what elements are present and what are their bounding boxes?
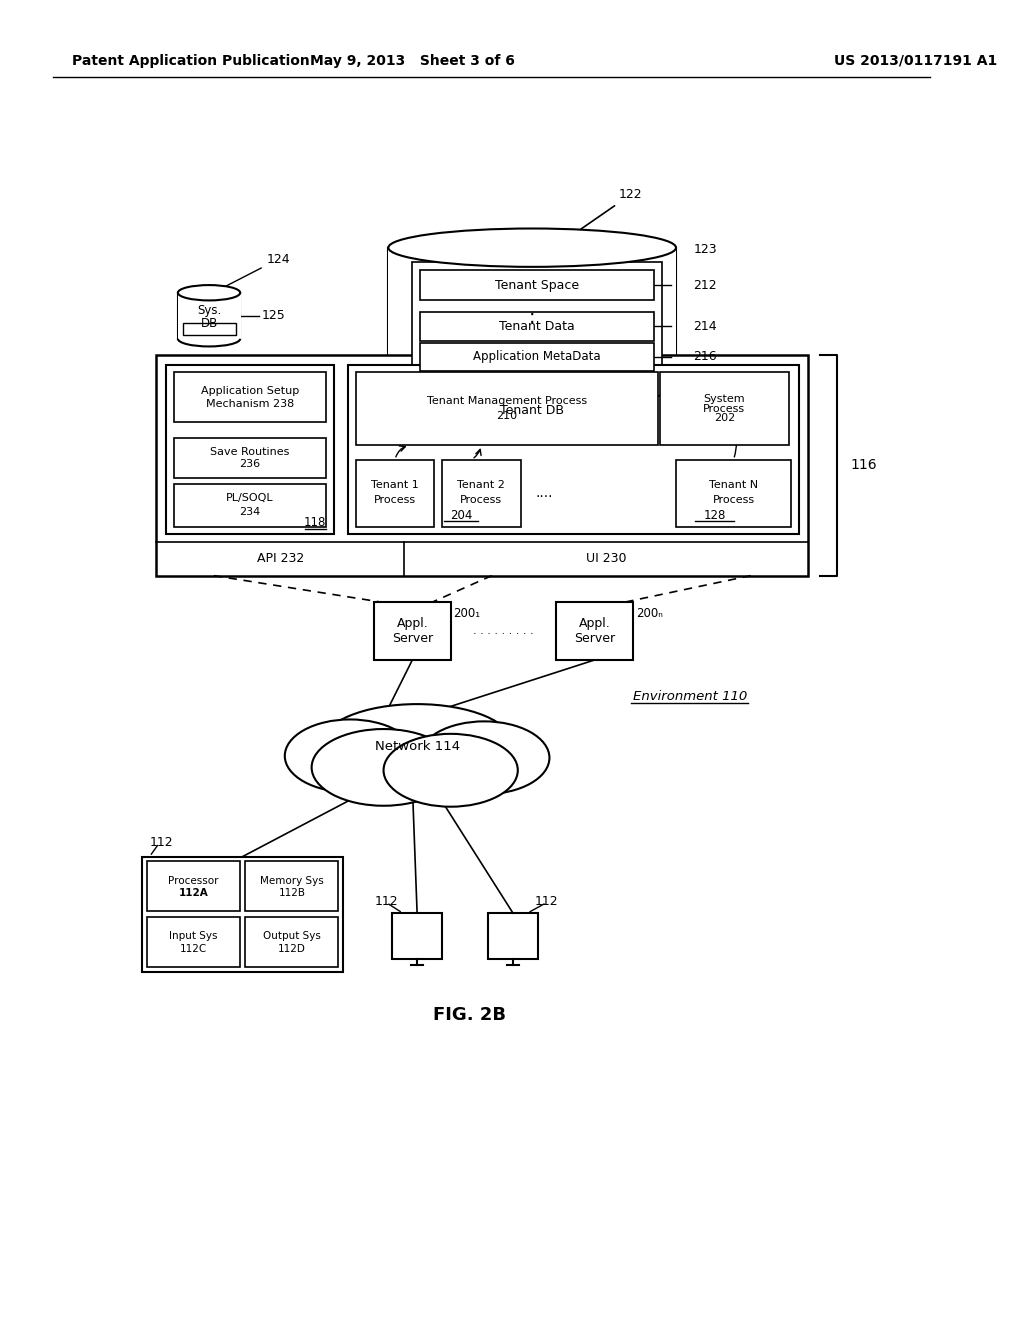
Text: Application MetaData: Application MetaData [473,351,601,363]
Text: UI 230: UI 230 [586,552,627,565]
Text: 112B: 112B [279,888,305,898]
Text: Patent Application Publication: Patent Application Publication [72,54,309,67]
Ellipse shape [311,729,456,805]
Text: Tenant N: Tenant N [709,480,758,491]
Ellipse shape [419,721,550,795]
Text: 204: 204 [450,508,472,521]
Text: 200₁: 200₁ [454,607,480,620]
FancyBboxPatch shape [420,269,654,301]
FancyBboxPatch shape [374,602,451,660]
Text: 116: 116 [851,458,878,473]
Text: Process: Process [461,495,503,504]
Text: Process: Process [703,404,745,413]
Ellipse shape [384,734,518,807]
FancyBboxPatch shape [146,917,240,966]
Ellipse shape [322,704,513,784]
FancyBboxPatch shape [348,364,799,535]
FancyBboxPatch shape [173,437,326,478]
FancyBboxPatch shape [420,343,654,371]
Text: 124: 124 [221,252,290,289]
Text: 236: 236 [240,459,260,470]
Text: Server: Server [573,632,615,645]
Text: 212: 212 [693,279,717,292]
Text: . . . . . . . . .: . . . . . . . . . [473,626,534,636]
Text: Tenant DB: Tenant DB [500,404,564,417]
FancyBboxPatch shape [420,312,654,341]
Text: 128: 128 [703,508,726,521]
FancyBboxPatch shape [183,323,236,335]
Text: Tenant 2: Tenant 2 [458,480,505,491]
Text: Sys.: Sys. [197,305,221,318]
Text: Appl.: Appl. [396,616,428,630]
Text: Tenant Space: Tenant Space [495,279,579,292]
Text: Tenant Management Process: Tenant Management Process [427,396,587,407]
Text: Network 114: Network 114 [375,739,460,752]
Text: 214: 214 [693,319,717,333]
FancyBboxPatch shape [556,602,633,660]
FancyBboxPatch shape [146,862,240,911]
Text: Input Sys: Input Sys [169,931,217,941]
Text: Environment 110: Environment 110 [633,690,748,704]
FancyBboxPatch shape [246,917,339,966]
Text: 118: 118 [304,516,326,529]
FancyBboxPatch shape [676,459,792,527]
Text: 122: 122 [563,189,642,242]
Text: ....: .... [536,486,553,500]
Text: FIG. 2B: FIG. 2B [433,1006,506,1024]
FancyBboxPatch shape [142,857,343,972]
FancyBboxPatch shape [157,355,808,576]
Text: 112: 112 [150,836,173,849]
Text: 202: 202 [714,413,735,424]
Text: Process: Process [713,495,755,504]
Text: :: : [529,308,536,327]
Text: 125: 125 [262,309,286,322]
Text: DB: DB [201,317,218,330]
FancyBboxPatch shape [388,248,676,387]
Text: Tenant Data: Tenant Data [499,319,574,333]
Text: Output Sys: Output Sys [263,931,321,941]
Text: 112: 112 [535,895,558,908]
Ellipse shape [285,719,415,792]
Text: 112: 112 [375,895,398,908]
Text: Processor: Processor [168,875,218,886]
Text: Mechanism 238: Mechanism 238 [206,399,294,409]
Text: 123: 123 [693,243,717,256]
Text: 112A: 112A [178,888,208,898]
FancyBboxPatch shape [413,263,662,378]
FancyBboxPatch shape [442,459,520,527]
FancyBboxPatch shape [166,364,334,535]
FancyBboxPatch shape [246,862,339,911]
FancyBboxPatch shape [178,293,241,339]
Text: Application Setup: Application Setup [201,385,299,396]
Text: Process: Process [374,495,416,504]
Text: Appl.: Appl. [579,616,610,630]
FancyBboxPatch shape [355,372,657,445]
Ellipse shape [178,285,241,301]
Text: PL/SOQL: PL/SOQL [226,494,273,503]
Text: 112D: 112D [279,944,306,953]
Text: Memory Sys: Memory Sys [260,875,324,886]
FancyBboxPatch shape [488,913,538,960]
FancyBboxPatch shape [173,372,326,422]
Text: Save Routines: Save Routines [210,447,290,457]
Text: System: System [703,395,745,404]
FancyBboxPatch shape [173,483,326,527]
Text: 216: 216 [693,351,717,363]
Text: Tenant 1: Tenant 1 [371,480,419,491]
Text: API 232: API 232 [257,552,304,565]
Text: May 9, 2013   Sheet 3 of 6: May 9, 2013 Sheet 3 of 6 [310,54,515,67]
FancyBboxPatch shape [659,372,790,445]
Text: 234: 234 [240,507,260,517]
FancyBboxPatch shape [355,459,434,527]
Ellipse shape [388,228,676,267]
Text: US 2013/0117191 A1: US 2013/0117191 A1 [835,54,997,67]
Text: Server: Server [392,632,433,645]
FancyBboxPatch shape [392,913,442,960]
Text: 210: 210 [497,412,517,421]
Text: 112C: 112C [179,944,207,953]
Text: 200ₙ: 200ₙ [636,607,663,620]
